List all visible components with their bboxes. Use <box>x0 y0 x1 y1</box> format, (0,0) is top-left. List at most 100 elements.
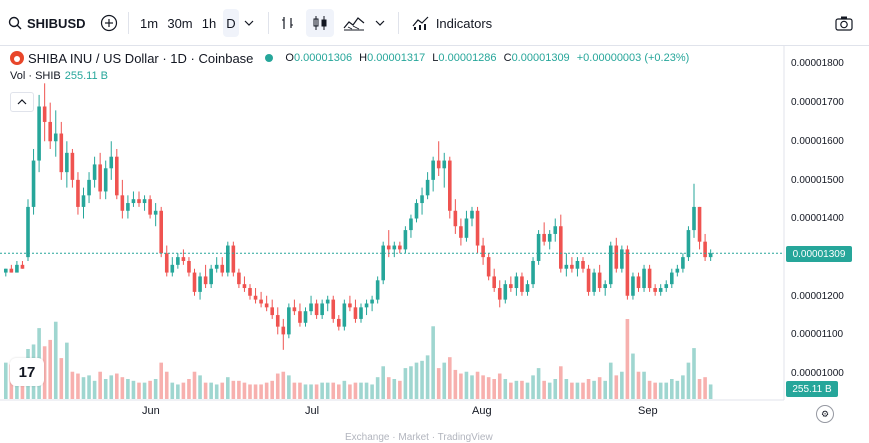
volume-bar <box>287 375 291 399</box>
candle-body <box>364 303 369 308</box>
candles-style-button[interactable] <box>306 9 334 37</box>
open-value: 0.00001306 <box>293 52 353 64</box>
volume-label: Vol · SHIB <box>10 70 61 82</box>
candle-body <box>375 280 380 300</box>
volume-bar <box>226 377 230 399</box>
candle-body <box>436 160 441 169</box>
candle-body <box>214 264 219 269</box>
candle-body <box>481 245 485 258</box>
candle-body <box>76 179 80 207</box>
candle-body <box>48 121 52 142</box>
candle-body <box>553 226 558 234</box>
volume-bar <box>597 377 602 399</box>
candle-body <box>26 206 30 258</box>
volume-bar <box>470 375 474 399</box>
volume-bar <box>642 371 646 399</box>
legend-title[interactable]: SHIBA INU / US Dollar · 1D · Coinbase <box>28 50 254 66</box>
price-tick: 0.00001600 <box>791 136 844 147</box>
open-label: O <box>285 52 294 64</box>
volume-bar <box>348 384 352 399</box>
candle-body <box>536 233 541 261</box>
candle-body <box>414 203 419 219</box>
volume-bar <box>453 369 458 399</box>
symbol-search-button[interactable]: SHIBUSD <box>8 9 88 37</box>
volume-bar <box>481 375 485 399</box>
candle-body <box>608 245 613 285</box>
candle-body <box>614 245 619 269</box>
volume-bar <box>492 379 496 399</box>
candle-body <box>459 226 463 238</box>
candle-body <box>658 288 663 292</box>
interval-d-button[interactable]: D <box>223 9 239 37</box>
candle-body <box>187 260 191 273</box>
interval-30m-button[interactable]: 30m <box>167 15 193 31</box>
volume-bar <box>4 362 8 399</box>
candle-body <box>4 268 8 273</box>
candle-body <box>31 160 36 207</box>
interval-dropdown[interactable] <box>241 9 257 37</box>
toolbar-divider <box>268 12 269 34</box>
volume-bar <box>176 384 180 399</box>
shib-logo-icon <box>10 51 24 65</box>
volume-bar <box>392 379 397 399</box>
settings-gear-icon[interactable]: ⚙ <box>816 405 834 423</box>
volume-bar <box>631 353 635 399</box>
price-tick: 0.00001800 <box>791 58 844 69</box>
candle-body <box>642 268 646 289</box>
candle-body <box>492 276 496 289</box>
bars-sort-icon <box>282 17 293 29</box>
candle-body <box>320 303 324 316</box>
interval-1m-button[interactable]: 1m <box>139 15 159 31</box>
price-tick: 0.00001200 <box>791 291 844 302</box>
plus-circle-icon <box>100 14 118 32</box>
candle-body <box>670 272 674 285</box>
candle-body <box>220 264 225 273</box>
candle-body <box>692 206 696 231</box>
candle-body <box>625 249 630 296</box>
candle-body <box>264 303 269 308</box>
volume-bar <box>220 382 225 399</box>
candle-body <box>253 295 258 300</box>
toolbar-divider <box>398 12 399 34</box>
volume-bar <box>331 382 336 399</box>
collapse-legend-button[interactable] <box>10 92 34 112</box>
close-value: 0.00001309 <box>511 52 570 64</box>
low-label: L <box>432 52 439 64</box>
volume-bar <box>542 380 546 399</box>
volume-bar <box>703 377 707 399</box>
candle-body <box>348 303 352 308</box>
indicators-button[interactable]: Indicators <box>406 9 498 37</box>
candle-body <box>686 230 691 258</box>
candle-body <box>9 268 14 273</box>
search-icon <box>8 16 22 30</box>
candle-body <box>115 156 119 196</box>
volume-bar <box>181 382 186 399</box>
volume-bar <box>570 382 574 399</box>
candle-body <box>42 106 47 122</box>
symbol-label: SHIBUSD <box>27 15 86 31</box>
candle-body <box>547 233 552 242</box>
candle-body <box>109 156 114 169</box>
indicators-label: Indicators <box>435 15 493 31</box>
footer-text: Exchange · Market · TradingView <box>345 432 493 443</box>
change-value: +0.00000003 (+0.23%) <box>576 52 690 64</box>
area-style-button[interactable] <box>340 9 368 37</box>
candle-body <box>242 284 247 289</box>
candle-body <box>409 218 413 231</box>
candle-body <box>453 210 458 227</box>
bar-replay-button[interactable] <box>276 9 300 37</box>
compare-button[interactable] <box>98 9 120 37</box>
snapshot-button[interactable] <box>832 9 856 37</box>
chart-style-dropdown[interactable] <box>372 9 388 37</box>
volume-bar <box>137 382 141 399</box>
time-tick: Aug <box>472 405 492 417</box>
volume-bar <box>87 375 91 399</box>
candle-body <box>398 245 402 250</box>
top-toolbar: SHIBUSD 1m 30m 1h D Indicators <box>0 0 869 46</box>
tradingview-logo[interactable]: 17 <box>10 358 44 386</box>
time-tick: Sep <box>638 405 658 417</box>
volume-bar <box>403 368 408 399</box>
candle-body <box>87 179 91 196</box>
volume-bar <box>486 377 491 399</box>
interval-1h-button[interactable]: 1h <box>201 15 217 31</box>
